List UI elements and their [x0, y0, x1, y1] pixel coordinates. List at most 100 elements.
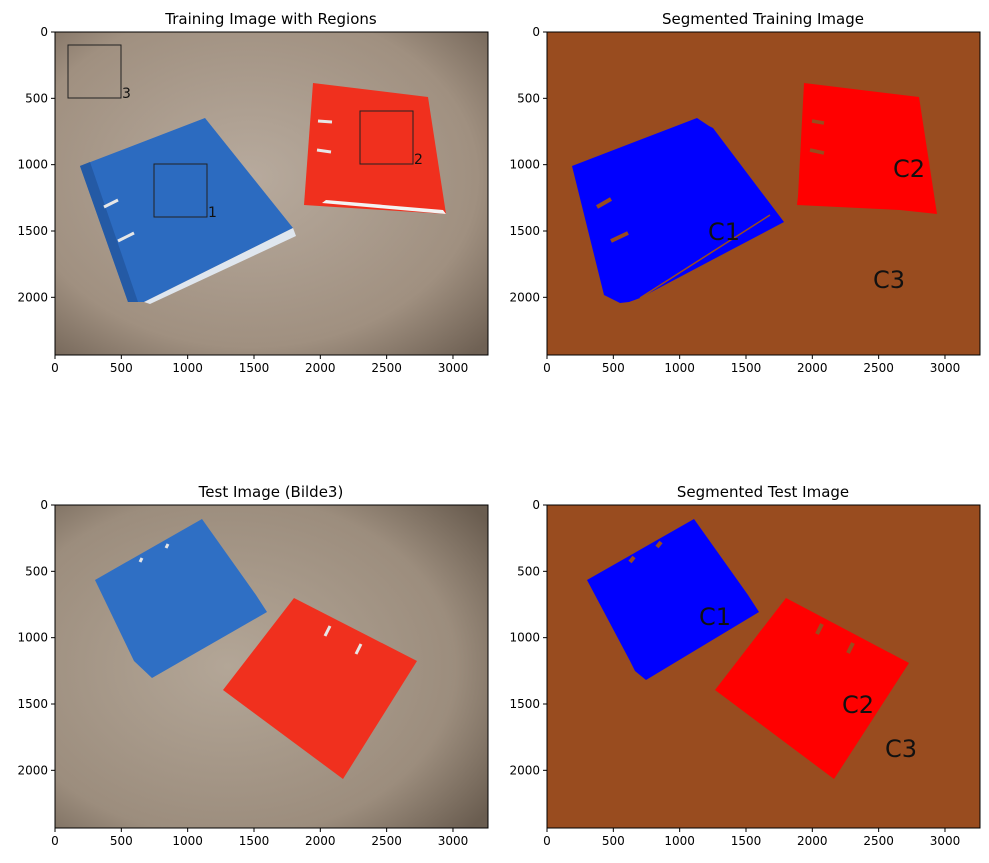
x-tick-label: 1500: [239, 834, 270, 848]
panel-title: Test Image (Bilde3): [198, 483, 344, 501]
x-tick-label: 1000: [172, 361, 203, 375]
segment-ring-hole: [846, 642, 855, 654]
y-tick-label: 1000: [509, 631, 540, 645]
x-tick-label: 500: [602, 834, 625, 848]
y-tick-label: 0: [532, 25, 540, 39]
red-binder: [223, 598, 417, 779]
x-tick-label: 2000: [305, 361, 336, 375]
x-tick-label: 3000: [930, 361, 961, 375]
binder-ring: [164, 543, 170, 549]
x-tick-label: 500: [110, 834, 133, 848]
cluster-label-c3: C3: [885, 735, 917, 763]
segment-ring-hole: [610, 231, 629, 243]
segment-ring-hole: [628, 555, 636, 564]
axes-border: [546, 504, 981, 829]
cluster-label-c2: C2: [893, 155, 925, 183]
y-tick-label: 2000: [17, 290, 48, 304]
panel-title: Segmented Training Image: [662, 10, 864, 28]
y-axis: 0 500 1000 1500 2000: [17, 25, 55, 304]
y-tick-label: 0: [40, 25, 48, 39]
y-tick-label: 1000: [17, 158, 48, 172]
y-tick-label: 2000: [17, 763, 48, 777]
binder-pages: [144, 228, 296, 304]
panel-training: Training Image with Regions 1 2 3 0 500 10…: [17, 10, 489, 375]
binder-ring: [317, 119, 333, 124]
segment-red-binder: [797, 83, 937, 214]
segment-ring-hole: [655, 540, 663, 549]
segment-blue-binder: [572, 118, 784, 303]
y-tick-label: 1500: [509, 224, 540, 238]
x-tick-label: 2500: [863, 361, 894, 375]
binder-ring: [316, 148, 332, 154]
region-box: [153, 163, 208, 218]
segment-ring-hole: [811, 119, 825, 125]
y-axis: 0 500 1000 1500 2000: [509, 498, 547, 777]
x-axis: 0 500 1000 1500 2000 2500 3000: [51, 355, 468, 375]
cluster-label-c2: C2: [842, 691, 874, 719]
binder-ring: [354, 643, 363, 655]
training-photo: 1 2 3: [55, 32, 488, 355]
y-tick-label: 1500: [509, 697, 540, 711]
axes-border: [54, 31, 489, 356]
cluster-label-c1: C1: [708, 218, 740, 246]
y-tick-label: 500: [25, 91, 48, 105]
red-binder: [304, 83, 446, 214]
y-tick-label: 1000: [509, 158, 540, 172]
region-label-3: 3: [122, 86, 131, 102]
segment-ring-hole: [809, 148, 825, 155]
x-tick-label: 1000: [172, 834, 203, 848]
panel-seg-training: Segmented Training Image C1 C2 C3 0 500 10…: [509, 10, 981, 375]
y-axis: 0 500 1000 1500 2000: [509, 25, 547, 304]
segment-ring-hole: [596, 197, 612, 209]
region-label-1: 1: [208, 205, 217, 221]
binder-ring: [138, 557, 144, 563]
seg-test-image: C1 C2 C3: [547, 505, 980, 828]
seg-training-image: C1 C2 C3: [547, 32, 980, 355]
y-tick-label: 2000: [509, 763, 540, 777]
x-tick-label: 2500: [371, 361, 402, 375]
y-tick-label: 500: [517, 564, 540, 578]
y-tick-label: 1500: [17, 697, 48, 711]
region-box: [359, 110, 414, 165]
binder-ring: [323, 625, 332, 637]
x-tick-label: 500: [110, 361, 133, 375]
axes-border: [54, 504, 489, 829]
x-tick-label: 2000: [797, 834, 828, 848]
cluster-label-c1: C1: [699, 603, 731, 631]
x-tick-label: 1500: [239, 361, 270, 375]
cluster-label-c3: C3: [873, 266, 905, 294]
x-tick-label: 2000: [305, 834, 336, 848]
y-tick-label: 0: [532, 498, 540, 512]
binder-spine: [80, 162, 138, 302]
test-photo: [55, 505, 488, 828]
x-tick-label: 0: [51, 834, 59, 848]
x-tick-label: 0: [543, 361, 551, 375]
axes-frame: 0 500 1000 1500 2000 2500 3000 0 500 1000 1500 200…: [509, 25, 981, 375]
x-tick-label: 1000: [664, 361, 695, 375]
axes-frame: 0 500 1000 1500 2000 2500 3000 0 500 1000 1500 200…: [509, 498, 981, 848]
x-tick-label: 1500: [731, 361, 762, 375]
segment-red-binder: [715, 598, 909, 779]
x-tick-label: 2500: [863, 834, 894, 848]
axes-border: [546, 31, 981, 356]
x-tick-label: 1500: [731, 834, 762, 848]
x-axis: 0 500 1000 1500 2000 2500 3000: [543, 355, 960, 375]
x-tick-label: 0: [543, 834, 551, 848]
y-tick-label: 2000: [509, 290, 540, 304]
y-tick-label: 1000: [17, 631, 48, 645]
panel-title: Training Image with Regions: [164, 10, 377, 28]
x-tick-label: 1000: [664, 834, 695, 848]
x-tick-label: 2500: [371, 834, 402, 848]
binder-ring: [117, 231, 135, 243]
y-tick-label: 1500: [17, 224, 48, 238]
panel-test: Test Image (Bilde3) 0 500 1000 1500 2000 2500…: [17, 483, 489, 848]
blue-binder: [95, 519, 267, 678]
region-label-2: 2: [414, 152, 423, 168]
y-tick-label: 0: [40, 498, 48, 512]
x-tick-label: 2000: [797, 361, 828, 375]
x-tick-label: 0: [51, 361, 59, 375]
y-tick-label: 500: [517, 91, 540, 105]
y-tick-label: 500: [25, 564, 48, 578]
blue-binder: [80, 118, 293, 302]
